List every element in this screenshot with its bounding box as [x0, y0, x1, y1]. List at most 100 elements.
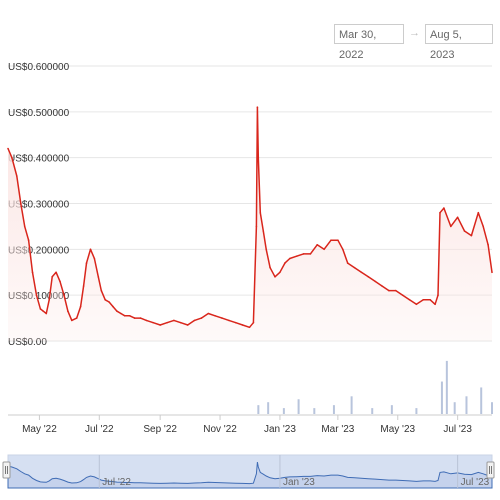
price-point: [100, 289, 103, 292]
price-point: [200, 317, 203, 319]
price-point: [456, 216, 459, 219]
price-point: [20, 202, 22, 205]
price-point: [108, 301, 110, 303]
price-point: [42, 310, 45, 313]
price-point: [295, 255, 298, 257]
volume-bars: [257, 360, 493, 414]
price-point: [443, 207, 445, 209]
price-point: [116, 310, 118, 313]
volume-bar: [371, 408, 374, 414]
price-point: [316, 244, 319, 246]
volume-bar: [332, 405, 335, 414]
price-line: [7, 106, 493, 329]
price-point: [31, 271, 34, 274]
price-point: [207, 312, 210, 315]
price-point: [166, 321, 168, 324]
price-point: [89, 248, 92, 251]
x-axis: May '22 Jul '22 Sep '22 Nov '22 Jan '23 Mar '…: [8, 414, 492, 435]
price-point: [302, 253, 305, 255]
price-point: [59, 280, 61, 283]
y-tick-label: US$0.200000: [8, 245, 70, 256]
price-point: [470, 234, 473, 237]
price-point: [79, 305, 82, 308]
price-point: [248, 326, 251, 329]
price-point: [11, 156, 13, 159]
price-point: [429, 299, 432, 301]
price-point: [367, 276, 370, 278]
price-point: [255, 225, 258, 228]
price-point: [477, 211, 480, 214]
navigator: Jul '22 Jan '23 Jul '23: [2, 454, 495, 489]
navigator-tick-label: Jul '22: [102, 477, 131, 488]
price-point: [48, 299, 50, 301]
navigator-series: [7, 462, 493, 489]
price-point: [381, 285, 383, 287]
y-tick-label: US$0.500000: [8, 108, 70, 119]
price-point: [27, 239, 30, 241]
y-tick-label: US$0.600000: [8, 62, 70, 73]
volume-bar: [350, 396, 353, 414]
date-range-arrow: →: [409, 27, 420, 39]
price-point: [39, 308, 42, 310]
x-tick-label: May '23: [380, 424, 415, 435]
price-point: [55, 271, 57, 274]
price-point: [259, 211, 262, 214]
volume-bar: [257, 405, 260, 414]
price-point: [85, 262, 88, 264]
price-point: [330, 239, 332, 241]
price-point: [269, 266, 271, 269]
price-point: [193, 319, 196, 322]
price-point: [128, 315, 131, 317]
price-point: [408, 299, 411, 301]
price-point: [439, 211, 441, 214]
date-range-end[interactable]: Aug 5, 2023: [425, 24, 493, 61]
y-tick-label: US$0.100000: [8, 291, 70, 302]
volume-bar: [491, 402, 493, 414]
price-point: [353, 266, 356, 269]
price-point: [120, 312, 122, 315]
price-point: [82, 285, 85, 287]
price-point: [139, 317, 142, 319]
x-tick-label: Jul '22: [85, 424, 114, 435]
x-tick-label: Jan '23: [264, 424, 296, 435]
price-point: [395, 289, 397, 292]
price-point: [186, 324, 189, 326]
navigator-tick-label: Jul '23: [461, 477, 490, 488]
x-tick-label: Sep '22: [143, 424, 177, 435]
price-point: [173, 319, 175, 322]
price-point: [309, 253, 312, 255]
navigator-handle[interactable]: [2, 461, 11, 479]
price-point: [274, 276, 276, 278]
price-point: [235, 321, 237, 324]
price-point: [159, 324, 161, 326]
price-point: [337, 239, 339, 241]
date-range-start[interactable]: Mar 30, 2022: [334, 24, 404, 61]
price-point: [63, 294, 65, 297]
price-point: [463, 230, 466, 232]
price-point: [180, 321, 182, 324]
price-point: [388, 289, 390, 292]
price-point: [252, 321, 255, 324]
price-point: [104, 299, 106, 301]
price-point: [93, 257, 96, 260]
volume-bar: [313, 408, 316, 414]
price-point: [7, 147, 9, 150]
price-point: [71, 319, 73, 322]
navigator-handle[interactable]: [486, 461, 495, 479]
navigator-tick-label: Jan '23: [283, 477, 315, 488]
x-tick-label: Nov '22: [203, 424, 237, 435]
price-point: [35, 294, 38, 297]
y-tick-label: US$0.00: [8, 337, 47, 348]
price-point: [152, 321, 155, 324]
price-point: [279, 271, 281, 274]
price-point: [124, 315, 126, 317]
price-point: [257, 156, 260, 159]
plot-area: [7, 106, 493, 341]
price-point: [228, 319, 230, 322]
y-tick-label: US$0.300000: [8, 200, 70, 211]
price-point: [415, 303, 418, 306]
price-area: [8, 107, 492, 341]
volume-bar: [390, 405, 393, 414]
price-point: [450, 225, 452, 228]
price-point: [221, 317, 223, 319]
